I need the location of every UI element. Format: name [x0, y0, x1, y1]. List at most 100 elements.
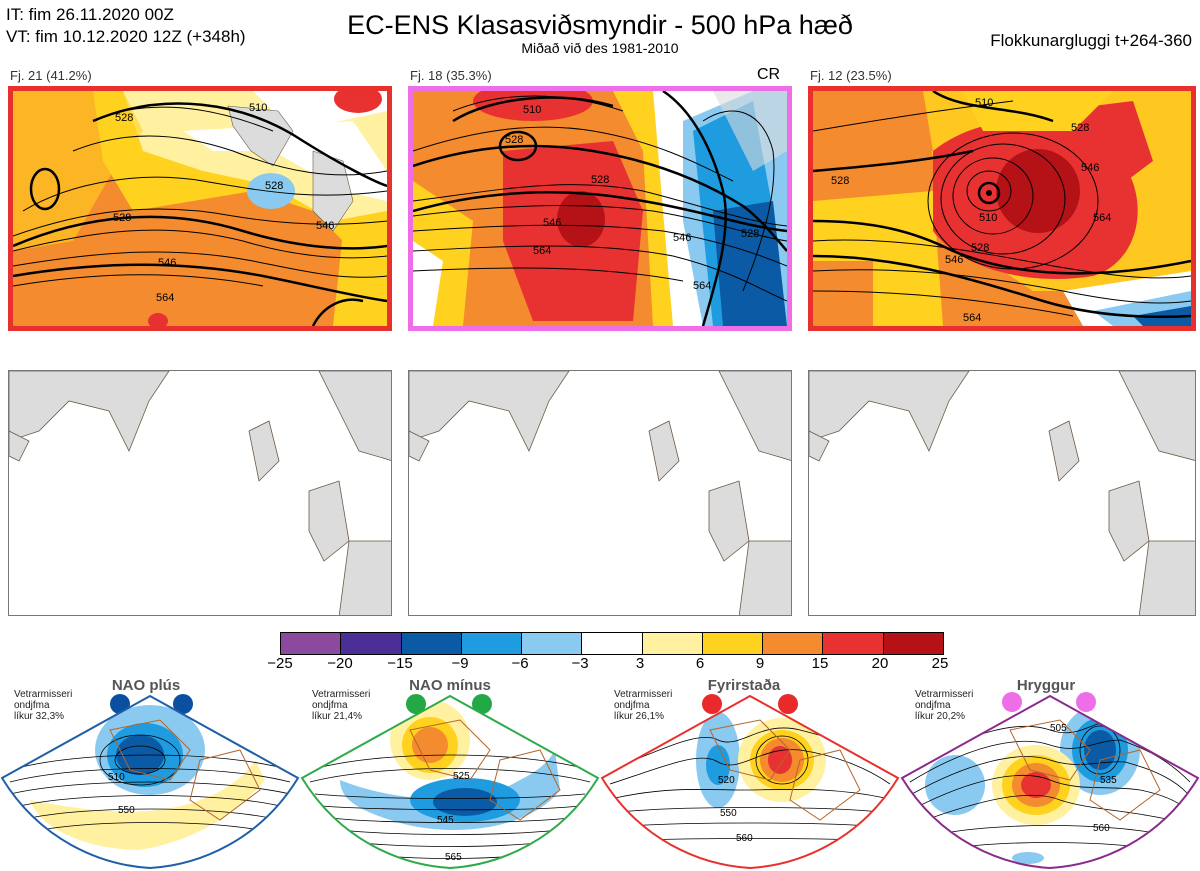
colorbar-bin [400, 633, 461, 654]
regime-2-label-1: 545 [437, 815, 454, 826]
page-title: EC-ENS Klasasviðsmyndir - 500 hPa hæð [347, 10, 853, 40]
regime-4-note-3: líkur 20,2% [915, 711, 966, 722]
cluster-3-label-5: 528 [971, 242, 989, 254]
cluster-3-label-1: 528 [831, 175, 849, 187]
run-times: IT: fim 26.11.2020 00Z VT: fim 10.12.202… [6, 4, 246, 48]
regime-1-title: NAO plús [111, 677, 181, 694]
regime-4-label-0: 505 [1050, 723, 1067, 734]
regime-4-map: 505 535 560 [900, 694, 1200, 870]
regime-1-note: Vetrarmisseri ondjfma líkur 32,3% [14, 689, 72, 722]
cluster-3-label-8: 564 [1093, 212, 1111, 224]
regime-2-note-2: ondjfma [312, 700, 348, 711]
cluster-1-label-2: 528 [265, 180, 283, 192]
regime-4-title: Hryggur [1016, 677, 1076, 694]
cluster-3-label-3: 546 [1081, 162, 1099, 174]
cluster-3-caption: Fj. 12 (23.5%) [810, 68, 892, 83]
regime-2-note: Vetrarmisseri ondjfma líkur 21,4% [312, 689, 370, 722]
cluster-2-map: 528 510 528 546 564 546 528 564 [408, 86, 792, 331]
regime-2-map: 525 545 565 [300, 694, 600, 870]
page-subtitle: Miðað við des 1981-2010 [521, 40, 679, 56]
regime-4-label-2: 560 [1093, 823, 1110, 834]
colorbar [280, 632, 944, 655]
regime-3-note: Vetrarmisseri ondjfma líkur 26,1% [614, 689, 672, 722]
colorbar-bin [641, 633, 702, 654]
regime-3-note-2: ondjfma [614, 700, 650, 711]
regime-3-label-2: 560 [736, 833, 753, 844]
regime-4-dot-left [1002, 692, 1022, 712]
regime-3-label-1: 550 [720, 808, 737, 819]
cluster-1-caption: Fj. 21 (41.2%) [10, 68, 92, 83]
regime-4-note-2: ondjfma [915, 700, 951, 711]
cluster-1-map: 510 528 528 528 546 546 564 [8, 86, 392, 331]
cluster-2-label-1: 510 [523, 104, 541, 116]
regime-4-note-1: Vetrarmisseri [915, 689, 974, 700]
colorbar-bin [701, 633, 763, 654]
colorbar-bin [762, 633, 823, 654]
regime-3-title: Fyrirstaða [707, 677, 781, 694]
colorbar-tick: −15 [387, 655, 413, 672]
regime-2-label-0: 525 [453, 771, 470, 782]
regime-3-map: 520 550 560 [600, 694, 900, 870]
cluster-2-label-3: 546 [543, 217, 561, 229]
classification-window: Flokkunargluggi t+264-360 [990, 31, 1192, 50]
cluster-1-label-6: 564 [156, 292, 174, 304]
regime-1-note-3: líkur 32,3% [14, 711, 65, 722]
cluster-3-map: 510 528 528 546 546 528 564 510 564 [808, 86, 1196, 331]
regime-1-note-1: Vetrarmisseri [14, 689, 73, 700]
cluster-1-label-0: 510 [249, 102, 267, 114]
base-map-1 [8, 370, 392, 616]
cluster-2-tag: CR [757, 66, 781, 83]
initial-time: IT: fim 26.11.2020 00Z [6, 5, 174, 24]
regime-1-label-0: 510 [108, 772, 125, 783]
cluster-1-label-4: 546 [316, 220, 334, 232]
regime-2-note-1: Vetrarmisseri [312, 689, 371, 700]
cluster-2-label-4: 564 [533, 245, 551, 257]
colorbar-bin [521, 633, 582, 654]
colorbar-bin [882, 633, 943, 654]
regime-4-dot-right [1076, 692, 1096, 712]
colorbar-bin [340, 633, 401, 654]
cluster-1-label-3: 528 [113, 212, 131, 224]
colorbar-tick: 20 [871, 655, 889, 672]
colorbar-tick: −3 [571, 655, 589, 672]
cluster-2-label-7: 564 [693, 280, 711, 292]
regime-3-note-1: Vetrarmisseri [614, 689, 673, 700]
cluster-2-label-0: 528 [591, 174, 609, 186]
colorbar-tick: 15 [811, 655, 829, 672]
colorbar-tick: 9 [755, 655, 765, 672]
regime-3-label-0: 520 [718, 775, 735, 786]
cluster-3-label-4: 546 [945, 254, 963, 266]
cluster-3-label-2: 528 [1071, 122, 1089, 134]
base-map-2 [408, 370, 792, 616]
regime-2-dot-right [472, 694, 492, 714]
colorbar-tick: 3 [635, 655, 645, 672]
regime-4-note: Vetrarmisseri ondjfma líkur 20,2% [915, 689, 973, 722]
colorbar-tick: −9 [451, 655, 469, 672]
colorbar-tick: 6 [695, 655, 705, 672]
regime-1-label-1: 550 [118, 805, 135, 816]
colorbar-bin [822, 633, 883, 654]
colorbar-tick: −20 [327, 655, 353, 672]
regime-2-label-2: 565 [445, 852, 462, 863]
colorbar-tick: −25 [267, 655, 293, 672]
colorbar-tick: −6 [511, 655, 529, 672]
colorbar-bin [460, 633, 522, 654]
colorbar-tick: 25 [931, 655, 949, 672]
regime-2-dot-left [406, 694, 426, 714]
regime-3-note-3: líkur 26,1% [614, 711, 665, 722]
regime-1-note-2: ondjfma [14, 700, 50, 711]
colorbar-bin [281, 633, 341, 654]
regime-1-map: 510 550 [0, 694, 300, 870]
cluster-2-label-6: 528 [741, 228, 759, 240]
cluster-3-label-6: 564 [963, 312, 981, 324]
regime-2-note-3: líkur 21,4% [312, 711, 363, 722]
regime-1-dot-right [173, 694, 193, 714]
regime-3-dot-left [702, 694, 722, 714]
cluster-2-label-2: 528 [505, 134, 523, 146]
cluster-3-label-0: 510 [975, 97, 993, 109]
regime-3-dot-right [778, 694, 798, 714]
cluster-1-label-1: 528 [115, 112, 133, 124]
regime-4-label-1: 535 [1100, 775, 1117, 786]
base-map-3 [808, 370, 1196, 616]
valid-time: VT: fim 10.12.2020 12Z (+348h) [6, 27, 246, 46]
